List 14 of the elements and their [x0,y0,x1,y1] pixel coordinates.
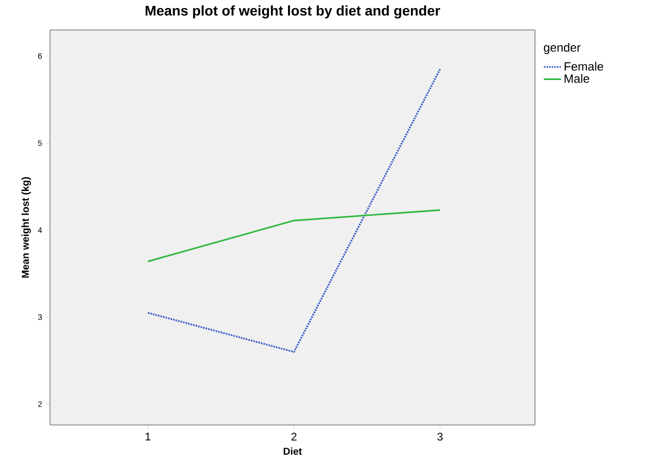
y-tick-label: 2 [38,401,42,407]
y-tick-label: 3 [38,314,42,320]
chart-title: Means plot of weight lost by diet and gender [146,5,440,18]
y-tick-label: 5 [38,140,42,146]
legend-label: Male [564,74,590,83]
x-tick-label: 3 [437,432,443,441]
x-tick-label: 1 [146,432,150,440]
x-tick-label: 2 [291,432,296,440]
x-axis-title: Diet [284,447,302,455]
legend-title: gender [544,42,581,54]
legend-label: Female [564,62,604,71]
y-axis-title: Mean weight lost (kg) [22,177,31,278]
y-tick-label: 4 [38,227,42,233]
y-tick-label: 6 [38,53,42,59]
